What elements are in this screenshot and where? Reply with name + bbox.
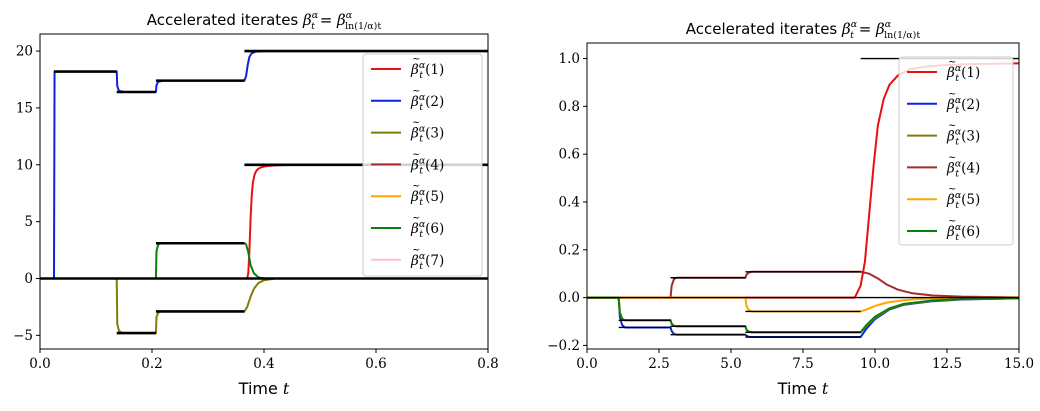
legend-label: βα t (1) <box>410 60 444 81</box>
series-line-5 <box>587 296 1019 313</box>
legend-entry: βα t (5)~ <box>907 184 980 211</box>
x-tick-label: 0.6 <box>365 356 386 372</box>
series-line-2 <box>587 296 1019 339</box>
legend-label: βα t (2) <box>410 92 444 113</box>
tilde-accent: ~ <box>412 213 420 224</box>
x-tick-label: 10.0 <box>860 356 890 372</box>
tilde-accent: ~ <box>948 152 956 163</box>
legend-label: βα t (4) <box>410 155 444 176</box>
legend-label: βα t (2) <box>946 95 980 116</box>
legend-entry: βα t (4)~ <box>371 149 444 176</box>
chart-title: Accelerated iterates βα t = βα ln(1/α)t <box>147 10 382 32</box>
legend-entry: βα t (6)~ <box>907 216 980 243</box>
series-line-4 <box>587 270 1019 299</box>
x-tick-label: 0.0 <box>29 356 50 372</box>
tilde-accent: ~ <box>412 86 420 97</box>
legend-entry: βα t (1)~ <box>371 54 444 81</box>
tilde-accent: ~ <box>412 54 420 65</box>
legend-label: βα t (1) <box>946 63 980 84</box>
x-tick-label: 0.4 <box>253 356 274 372</box>
legend: βα t (1)~βα t (2)~βα t (3)~βα t (4)~βα t (5)~βα t (6… <box>362 53 483 277</box>
legend-label: βα t (5) <box>946 190 980 211</box>
x-tick-label: 0.2 <box>141 356 162 372</box>
y-tick-label: 15 <box>16 100 33 116</box>
x-tick-label: 0.0 <box>576 356 597 372</box>
legend-label: βα t (7) <box>410 251 444 272</box>
y-tick-label: 5 <box>24 214 33 230</box>
chart-title: Accelerated iterates βα t = βα ln(1/α)t <box>686 19 921 41</box>
legend-entry: βα t (6)~ <box>371 213 444 240</box>
y-tick-label: 0.2 <box>559 242 580 258</box>
tilde-accent: ~ <box>412 245 420 256</box>
y-tick-label: 0 <box>24 271 33 287</box>
legend-box <box>362 53 483 277</box>
tilde-accent: ~ <box>948 89 956 100</box>
legend-entry: βα t (4)~ <box>907 152 980 179</box>
legend-label: βα t (4) <box>946 158 980 179</box>
legend-label: βα t (5) <box>410 187 444 208</box>
y-tick-label: 0.6 <box>559 147 580 163</box>
tilde-accent: ~ <box>948 121 956 132</box>
legend-entry: βα t (7)~ <box>371 245 444 272</box>
legend-entry: βα t (1)~ <box>907 57 980 84</box>
legend-entry: βα t (3)~ <box>907 121 980 148</box>
x-tick-label: 2.5 <box>648 356 669 372</box>
x-tick-label: 0.8 <box>477 356 498 372</box>
legend-entry: βα t (2)~ <box>907 89 980 116</box>
legend-entry: βα t (5)~ <box>371 181 444 208</box>
legend-label: βα t (6) <box>410 219 444 240</box>
x-tick-label: 5.0 <box>720 356 741 372</box>
y-tick-label: 0.8 <box>559 99 580 115</box>
legend-entry: βα t (2)~ <box>371 86 444 113</box>
legend-label: βα t (3) <box>946 127 980 148</box>
x-tick-label: 7.5 <box>792 356 813 372</box>
y-tick-label: 1.0 <box>559 51 580 67</box>
legend-entry: βα t (3)~ <box>371 118 444 145</box>
tilde-accent: ~ <box>412 149 420 160</box>
x-tick-label: 12.5 <box>932 356 962 372</box>
x-axis-label: Time t <box>238 379 290 398</box>
legend-label: βα t (3) <box>410 124 444 145</box>
x-tick-label: 15.0 <box>1004 356 1034 372</box>
series-line-3 <box>40 277 488 335</box>
legend: βα t (1)~βα t (2)~βα t (3)~βα t (4)~βα t (5)~βα t (6… <box>898 56 1014 246</box>
tilde-accent: ~ <box>412 181 420 192</box>
y-tick-label: −0.2 <box>547 338 580 354</box>
y-tick-label: 10 <box>16 157 33 173</box>
chart-panel-right: 0.0 2.5 5.0 7.5 10.0 12.5 15.0 −0.2 0.0 0.2 0.4 0.6… <box>547 19 1034 398</box>
legend-label: βα t (6) <box>946 222 980 243</box>
x-axis-label: Time t <box>777 379 829 398</box>
tilde-accent: ~ <box>948 57 956 68</box>
tilde-accent: ~ <box>948 184 956 195</box>
y-tick-label: 0.0 <box>559 290 580 306</box>
series-line-6 <box>587 296 1019 334</box>
tilde-accent: ~ <box>948 216 956 227</box>
tilde-accent: ~ <box>412 118 420 129</box>
y-tick-label: −5 <box>13 328 33 344</box>
y-tick-label: 20 <box>16 44 33 60</box>
y-tick-label: 0.4 <box>559 194 580 210</box>
chart-panel-left: 0.0 0.2 0.4 0.6 0.8 −5 0 5 10 15 20 Time t Accelerat… <box>13 10 499 398</box>
